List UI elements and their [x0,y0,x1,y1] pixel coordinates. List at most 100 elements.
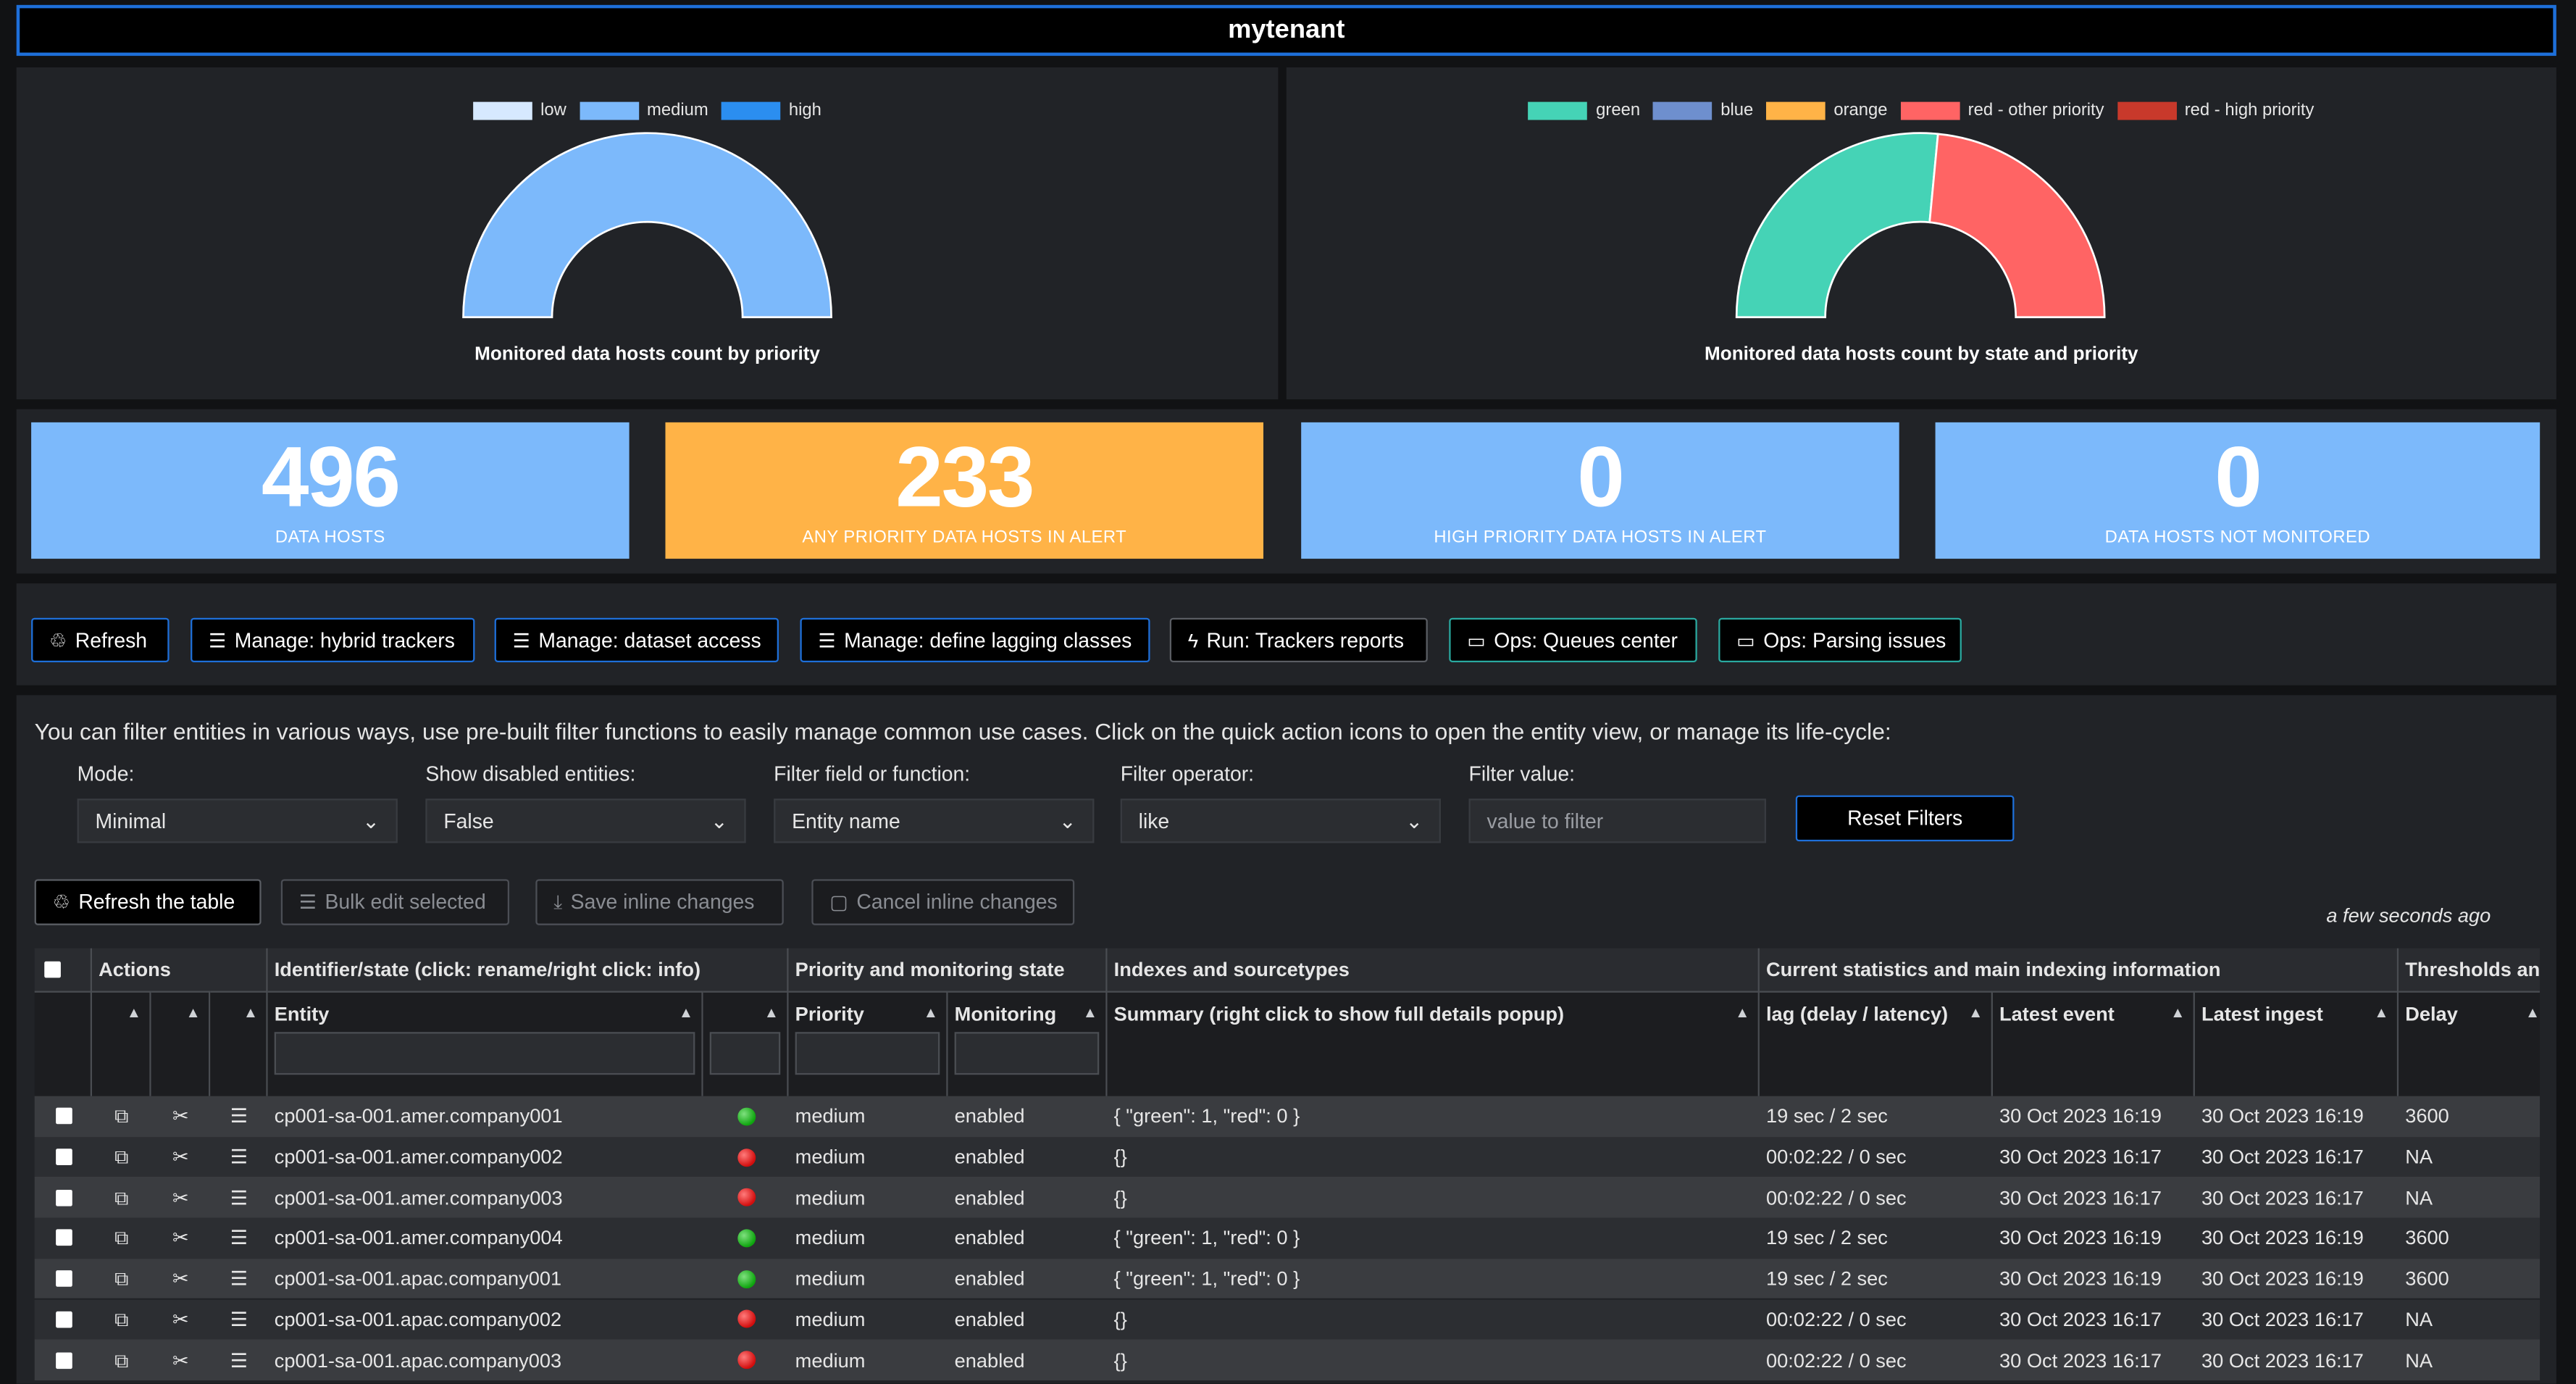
database-icon[interactable]: ☰ [230,1226,248,1250]
filter-operator-select[interactable]: like ⌄ [1120,799,1441,843]
tools-icon[interactable]: ✂ [172,1104,189,1128]
legend-item[interactable]: low [473,100,566,120]
select-all-checkbox[interactable] [44,961,61,978]
filter-value-input[interactable]: value to filter [1468,799,1766,843]
sort-icon[interactable]: ▲ [2374,1004,2389,1021]
row-checkbox[interactable] [56,1108,72,1125]
priority-filter-input[interactable] [795,1032,940,1075]
entity-name[interactable]: cp001-sa-001.apac.company003 [274,1348,562,1372]
sort-icon[interactable]: ▲ [764,1004,779,1021]
header-col-open[interactable]: ▲ [92,991,151,1096]
entity-name[interactable]: cp001-sa-001.apac.company002 [274,1307,562,1331]
bulk-edit-button[interactable]: ☰ Bulk edit selected [280,879,510,925]
refresh-table-button[interactable]: ♲ Refresh the table [34,879,262,925]
sort-icon[interactable]: ▲ [1968,1004,1983,1021]
filter-field-select[interactable]: Entity name ⌄ [774,799,1095,843]
legend-item[interactable]: red - other priority [1900,100,2104,120]
refresh-button[interactable]: ♲ Refresh [31,617,170,662]
external-link-icon[interactable]: ⧉ [114,1185,129,1209]
external-link-icon[interactable]: ⧉ [114,1348,129,1372]
sort-icon[interactable]: ▲ [185,1004,201,1021]
database-icon[interactable]: ☰ [230,1145,248,1169]
sort-icon[interactable]: ▲ [2525,1004,2541,1021]
header-col-latest-event[interactable]: Latest event ▲ [1992,991,2195,1096]
database-icon[interactable]: ☰ [230,1348,248,1372]
database-icon[interactable]: ☰ [230,1185,248,1209]
ops-parsing-issues-button[interactable]: ▭ Ops: Parsing issues [1718,617,1962,662]
tools-icon[interactable]: ✂ [172,1348,189,1372]
header-col-data[interactable]: ▲ [210,991,268,1096]
tools-icon[interactable]: ✂ [172,1185,189,1209]
row-checkbox[interactable] [56,1230,72,1247]
show-disabled-select[interactable]: False ⌄ [425,799,746,843]
manage-lagging-classes-button[interactable]: ☰ Manage: define lagging classes [800,617,1150,662]
sort-icon[interactable]: ▲ [923,1004,938,1021]
entity-filter-input[interactable] [274,1032,695,1075]
kpi-data-hosts[interactable]: 496 DATA HOSTS [31,422,630,559]
state-filter-input[interactable] [709,1032,781,1075]
save-inline-changes-button[interactable]: ⤓ Save inline changes [535,879,784,925]
database-icon[interactable]: ☰ [230,1104,248,1128]
kpi-not-monitored[interactable]: 0 DATA HOSTS NOT MONITORED [1935,422,2541,559]
header-col-lag[interactable]: lag (delay / latency) ▲ [1759,991,1993,1096]
sort-icon[interactable]: ▲ [2170,1004,2186,1021]
tools-icon[interactable]: ✂ [172,1145,189,1169]
legend-item[interactable]: blue [1653,100,1753,120]
sort-icon[interactable]: ▲ [1735,1004,1750,1021]
legend-item[interactable]: medium [580,100,708,120]
external-link-icon[interactable]: ⧉ [114,1145,129,1169]
manage-dataset-access-button[interactable]: ☰ Manage: dataset access [494,617,779,662]
tools-icon[interactable]: ✂ [172,1267,189,1291]
external-link-icon[interactable]: ⧉ [114,1104,129,1128]
row-checkbox[interactable] [56,1149,72,1166]
row-checkbox[interactable] [56,1351,72,1369]
database-icon[interactable]: ☰ [230,1307,248,1331]
header-col-monitoring[interactable]: Monitoring ▲ [948,991,1108,1096]
header-col-manage[interactable]: ▲ [151,991,211,1096]
header-col-delay[interactable]: Delay ▲ [2399,991,2541,1096]
header-col-latest-ingest[interactable]: Latest ingest ▲ [2194,991,2399,1096]
external-link-icon[interactable]: ⧉ [114,1307,129,1331]
sort-icon[interactable]: ▲ [126,1004,142,1021]
kpi-hosts-in-alert[interactable]: 233 ANY PRIORITY DATA HOSTS IN ALERT [665,422,1264,559]
donut-slice-medium[interactable] [462,132,832,319]
reset-filters-button[interactable]: Reset Filters [1795,795,2015,842]
entity-name[interactable]: cp001-sa-001.amer.company001 [274,1104,563,1128]
state-cell [703,1259,789,1299]
legend-item[interactable]: high [721,100,821,120]
header-col-priority[interactable]: Priority ▲ [788,991,948,1096]
header-col-entity[interactable]: Entity ▲ [267,991,703,1096]
tools-icon[interactable]: ✂ [172,1307,189,1331]
ops-queues-center-button[interactable]: ▭ Ops: Queues center [1449,617,1697,662]
kpi-high-priority-alert[interactable]: 0 HIGH PRIORITY DATA HOSTS IN ALERT [1301,422,1899,559]
row-checkbox[interactable] [56,1270,72,1288]
sliders-icon: ☰ [512,628,531,652]
entity-name[interactable]: cp001-sa-001.amer.company004 [274,1226,563,1250]
sort-icon[interactable]: ▲ [678,1004,694,1021]
mode-select[interactable]: Minimal ⌄ [77,799,398,843]
sort-icon[interactable]: ▲ [243,1004,259,1021]
legend-item[interactable]: orange [1766,100,1888,120]
header-col-state[interactable]: ▲ [703,991,789,1096]
entity-name[interactable]: cp001-sa-001.amer.company003 [274,1185,563,1209]
legend-item[interactable]: red - high priority [2117,100,2314,120]
entity-name[interactable]: cp001-sa-001.apac.company001 [274,1267,562,1291]
external-link-icon[interactable]: ⧉ [114,1267,129,1291]
monitoring-filter-input[interactable] [954,1032,1100,1075]
filter-operator-label: Filter operator: [1120,762,1255,786]
external-link-icon[interactable]: ⧉ [114,1226,129,1250]
download-icon: ⤓ [553,891,563,914]
donut-slice-green[interactable] [1735,132,1939,319]
header-col-summary[interactable]: Summary (right click to show full detail… [1107,991,1760,1096]
cancel-inline-changes-button[interactable]: ▢ Cancel inline changes [811,879,1075,925]
donut-slice-red-other-priority[interactable] [1928,133,2106,319]
row-checkbox[interactable] [56,1311,72,1328]
manage-hybrid-trackers-button[interactable]: ☰ Manage: hybrid trackers [191,617,475,662]
legend-item[interactable]: green [1529,100,1640,120]
sort-icon[interactable]: ▲ [1082,1004,1097,1021]
run-trackers-reports-button[interactable]: ϟ Run: Trackers reports [1169,617,1428,662]
tools-icon[interactable]: ✂ [172,1226,189,1250]
entity-name[interactable]: cp001-sa-001.amer.company002 [274,1145,563,1169]
database-icon[interactable]: ☰ [230,1267,248,1291]
row-checkbox[interactable] [56,1189,72,1206]
